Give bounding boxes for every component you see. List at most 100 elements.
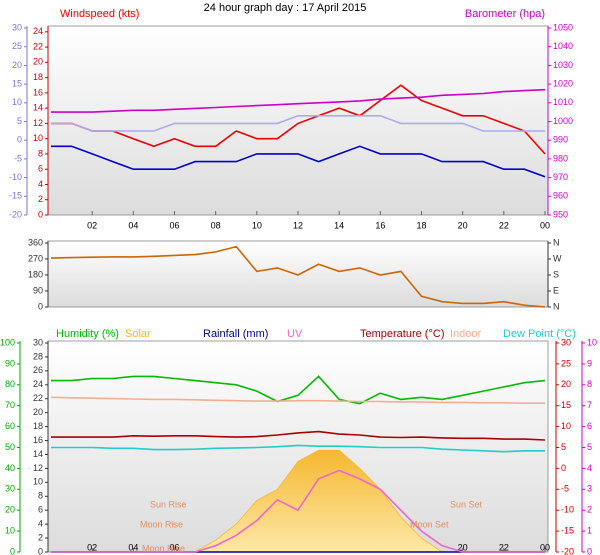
y-tick-label: 0 xyxy=(561,463,566,473)
y-tick-label: 30 xyxy=(561,337,571,347)
y-tick-label: 4 xyxy=(587,463,592,473)
series-line xyxy=(51,444,545,453)
x-tick-label: 12 xyxy=(293,220,303,230)
y-tick-label: 8 xyxy=(38,148,43,158)
y-tick-label: 24 xyxy=(33,379,43,389)
y-tick-label: 5 xyxy=(17,116,22,126)
y-tick-label: -15 xyxy=(9,191,22,201)
y-tick-label: 0 xyxy=(10,546,15,555)
y-tick-label: 4 xyxy=(38,519,43,529)
y-tick-label: -20 xyxy=(561,546,574,555)
y-tick-label: 0 xyxy=(17,135,22,145)
y-tick-label: 30 xyxy=(12,22,22,32)
plot-background xyxy=(47,240,549,308)
y-tick-label: 22 xyxy=(33,393,43,403)
legend-label: Barometer (hpa) xyxy=(465,8,545,20)
y-tick-label: 950 xyxy=(553,209,568,219)
y-tick-label: 970 xyxy=(553,172,568,182)
annotation: Moon Set xyxy=(410,519,449,529)
y-tick-label: 1030 xyxy=(553,60,573,70)
y-tick-label: 990 xyxy=(553,135,568,145)
y-tick-label: 1 xyxy=(587,525,592,535)
y-tick-label: 20 xyxy=(33,57,43,67)
x-tick-label: 00 xyxy=(540,542,550,552)
series-line xyxy=(51,430,546,441)
y-tick-label: 6 xyxy=(38,164,43,174)
y-tick-label: -5 xyxy=(14,153,22,163)
y-tick-label: 10 xyxy=(12,97,22,107)
y-tick-label: 1040 xyxy=(553,41,573,51)
annotation: Moon Rise xyxy=(142,543,185,553)
x-tick-label: 06 xyxy=(169,542,179,552)
y-tick-label: 10 xyxy=(561,421,571,431)
y-tick-label: 5 xyxy=(561,442,566,452)
y-tick-label: 15 xyxy=(561,400,571,410)
y-tick-label: 50 xyxy=(5,442,15,452)
y-tick-label: 25 xyxy=(561,358,571,368)
y-tick-label: 2 xyxy=(587,505,592,515)
y-tick-label: 1050 xyxy=(553,22,573,32)
annotation: Sun Rise xyxy=(150,499,187,509)
x-tick-label: 16 xyxy=(375,220,385,230)
y-tick-label: 4 xyxy=(38,179,43,189)
x-tick-label: 02 xyxy=(87,542,97,552)
y-tick-label: W xyxy=(553,253,562,263)
y-tick-label: 40 xyxy=(5,463,15,473)
y-tick-label: 60 xyxy=(5,421,15,431)
series-line xyxy=(51,469,545,553)
y-tick-label: 70 xyxy=(5,400,15,410)
legend-label: Indoor xyxy=(450,328,482,340)
y-tick-label: 18 xyxy=(33,72,43,82)
y-tick-label: 14 xyxy=(33,103,43,113)
y-tick-label: 25 xyxy=(12,41,22,51)
legend-label: Rainfall (mm) xyxy=(203,328,268,340)
x-tick-label: 18 xyxy=(416,220,426,230)
y-tick-label: 3 xyxy=(587,484,592,494)
y-tick-label: 10 xyxy=(5,525,15,535)
annotation: Sun Set xyxy=(450,499,483,509)
y-tick-label: 16 xyxy=(33,87,43,97)
plot-background xyxy=(47,25,549,216)
x-tick-label: 00 xyxy=(540,220,550,230)
y-tick-label: 0 xyxy=(587,546,592,555)
y-tick-label: 980 xyxy=(553,153,568,163)
x-tick-label: 22 xyxy=(499,542,509,552)
y-tick-label: S xyxy=(553,269,559,279)
y-tick-label: 2 xyxy=(38,194,43,204)
y-tick-label: 10 xyxy=(587,337,597,347)
x-tick-label: 04 xyxy=(128,220,138,230)
series-line xyxy=(51,145,546,178)
y-tick-label: 15 xyxy=(12,78,22,88)
y-tick-label: 20 xyxy=(33,407,43,417)
y-tick-label: 1000 xyxy=(553,116,573,126)
y-tick-label: 30 xyxy=(33,337,43,347)
y-tick-label: 90 xyxy=(5,358,15,368)
series-line xyxy=(50,245,546,308)
y-tick-label: -10 xyxy=(9,172,22,182)
y-tick-label: 28 xyxy=(33,351,43,361)
y-tick-label: 16 xyxy=(33,435,43,445)
legend-label: Dew Point (°C) xyxy=(503,328,576,340)
legend-label: Solar xyxy=(125,328,151,340)
y-tick-label: 270 xyxy=(28,253,43,263)
y-tick-label: 10 xyxy=(33,133,43,143)
y-tick-label: 360 xyxy=(28,237,43,247)
series-line xyxy=(50,396,545,404)
y-tick-label: 9 xyxy=(587,358,592,368)
legend-label: Windspeed (kts) xyxy=(60,8,139,20)
y-tick-label: 180 xyxy=(28,269,43,279)
y-tick-label: 12 xyxy=(33,463,43,473)
y-tick-label: 26 xyxy=(33,365,43,375)
y-tick-label: 18 xyxy=(33,421,43,431)
legend-label: Temperature (°C) xyxy=(360,328,444,340)
x-tick-label: 10 xyxy=(252,220,262,230)
y-tick-label: 90 xyxy=(33,285,43,295)
legend-label: Humidity (%) xyxy=(56,328,119,340)
y-tick-label: N xyxy=(553,237,560,247)
y-tick-label: 80 xyxy=(5,379,15,389)
series-line xyxy=(51,115,545,132)
x-tick-label: 06 xyxy=(169,220,179,230)
y-tick-label: -10 xyxy=(561,505,574,515)
y-tick-label: N xyxy=(553,301,560,311)
